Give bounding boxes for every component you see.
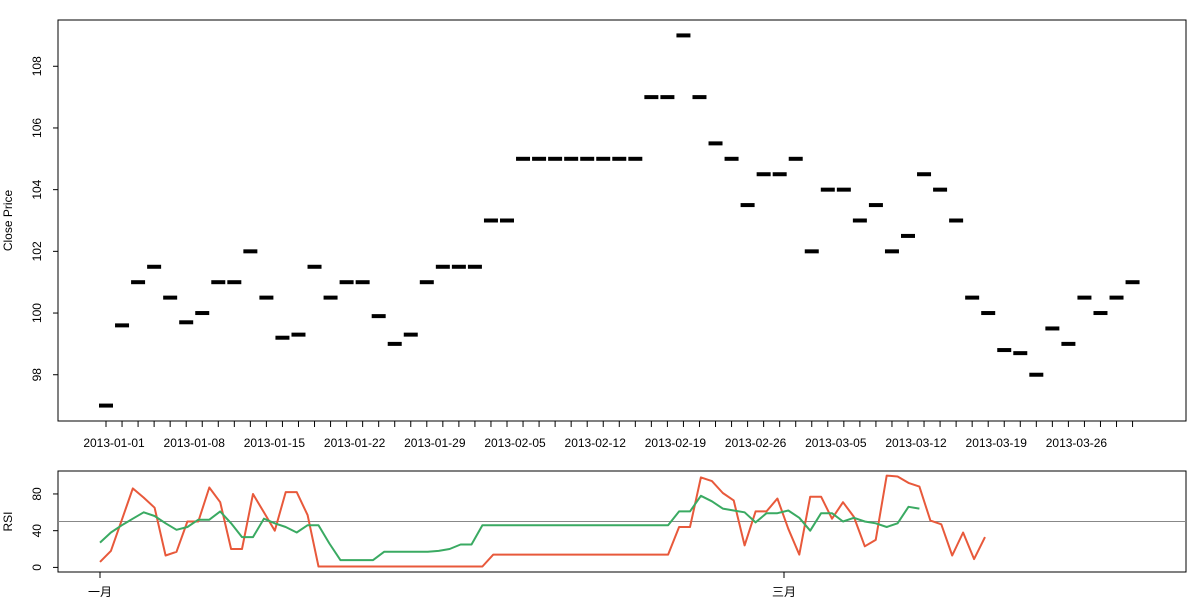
- y-tick-label: 106: [30, 118, 44, 138]
- y-axis-title: Close Price: [1, 190, 15, 252]
- rsi-y-tick-label: 80: [30, 487, 44, 501]
- y-tick-label: 98: [30, 368, 44, 382]
- x-tick-label: 2013-01-01: [83, 436, 145, 450]
- x-tick-label: 2013-02-19: [645, 436, 707, 450]
- y-tick-label: 102: [30, 241, 44, 261]
- x-tick-label: 2013-02-26: [725, 436, 787, 450]
- y-tick-label: 104: [30, 179, 44, 199]
- x-tick-label: 2013-01-29: [404, 436, 466, 450]
- rsi-y-axis-title: RSI: [1, 511, 15, 531]
- x-tick-label: 2013-02-05: [484, 436, 546, 450]
- x-tick-label: 2013-01-08: [164, 436, 226, 450]
- x-tick-label: 2013-02-12: [565, 436, 627, 450]
- x-tick-label: 2013-01-22: [324, 436, 386, 450]
- rsi-y-tick-label: 0: [30, 564, 44, 571]
- x-tick-label: 2013-03-26: [1046, 436, 1108, 450]
- rsi-x-tick-label: 三月: [772, 585, 796, 599]
- rsi-series-line-green: [99, 494, 920, 562]
- rsi-x-tick-label: 一月: [88, 585, 112, 599]
- x-tick-label: 2013-03-05: [805, 436, 867, 450]
- y-tick-label: 100: [30, 303, 44, 323]
- rsi-y-tick-label: 40: [30, 524, 44, 538]
- y-tick-label: 108: [30, 56, 44, 76]
- x-tick-label: 2013-03-19: [966, 436, 1028, 450]
- x-tick-label: 2013-03-12: [885, 436, 947, 450]
- price-plot-frame: [57, 19, 1187, 422]
- x-tick-label: 2013-01-15: [244, 436, 306, 450]
- rsi-series-line-red: [99, 474, 986, 568]
